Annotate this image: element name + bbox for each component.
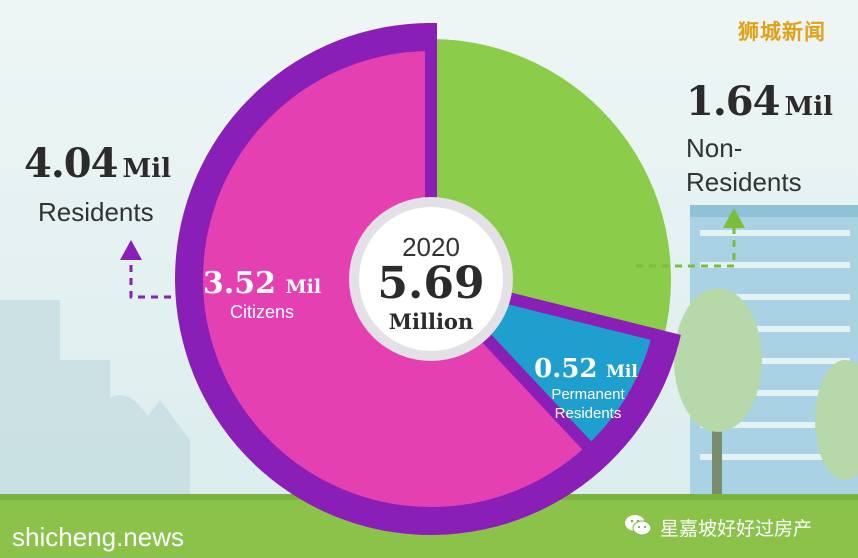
center-year: 2020	[402, 232, 460, 262]
permanent-value: 0.52	[534, 354, 597, 384]
non-residents-callout: 1.64 Mil Non- Residents	[686, 78, 833, 199]
svg-text:0.52 Mil: 0.52 Mil	[534, 354, 638, 384]
watermark-site: shicheng.news	[12, 522, 184, 552]
residents-arrow	[120, 240, 184, 299]
slice-label-citizens: 3.52 Mil Citizens	[203, 266, 321, 322]
non-residents-arrow	[636, 208, 745, 268]
non-residents-label-line2: Residents	[686, 167, 802, 197]
account-name: 星嘉坡好好过房产	[660, 517, 813, 540]
center-total: 5.69	[377, 258, 484, 309]
citizens-value: 3.52	[203, 266, 276, 301]
center-unit: Million	[389, 309, 473, 334]
residents-value: 4.04	[24, 140, 118, 187]
center-disc	[359, 207, 503, 351]
left-skyline	[0, 300, 190, 500]
watermark-account: 星嘉坡好好过房产	[624, 510, 846, 544]
slice-label-permanent: 0.52 Mil Permanent Residents	[534, 354, 638, 422]
non-residents-unit: Mil	[784, 92, 834, 122]
citizens-unit: Mil	[286, 276, 321, 298]
watermark-top-right: 狮城新闻	[738, 20, 826, 44]
permanent-label-line2: Residents	[555, 405, 622, 422]
non-residents-value: 1.64	[686, 78, 780, 125]
permanent-label-line1: Permanent	[551, 386, 625, 403]
svg-text:3.52 Mil: 3.52 Mil	[203, 266, 321, 301]
residents-callout: 4.04 Mil Residents	[24, 140, 171, 229]
wechat-icon	[624, 513, 652, 542]
residents-label: Residents	[38, 197, 154, 227]
permanent-unit: Mil	[606, 362, 638, 382]
non-residents-label-line1: Non-	[686, 133, 743, 163]
residents-unit: Mil	[122, 154, 172, 184]
citizens-label: Citizens	[230, 302, 294, 322]
tree	[674, 288, 858, 500]
